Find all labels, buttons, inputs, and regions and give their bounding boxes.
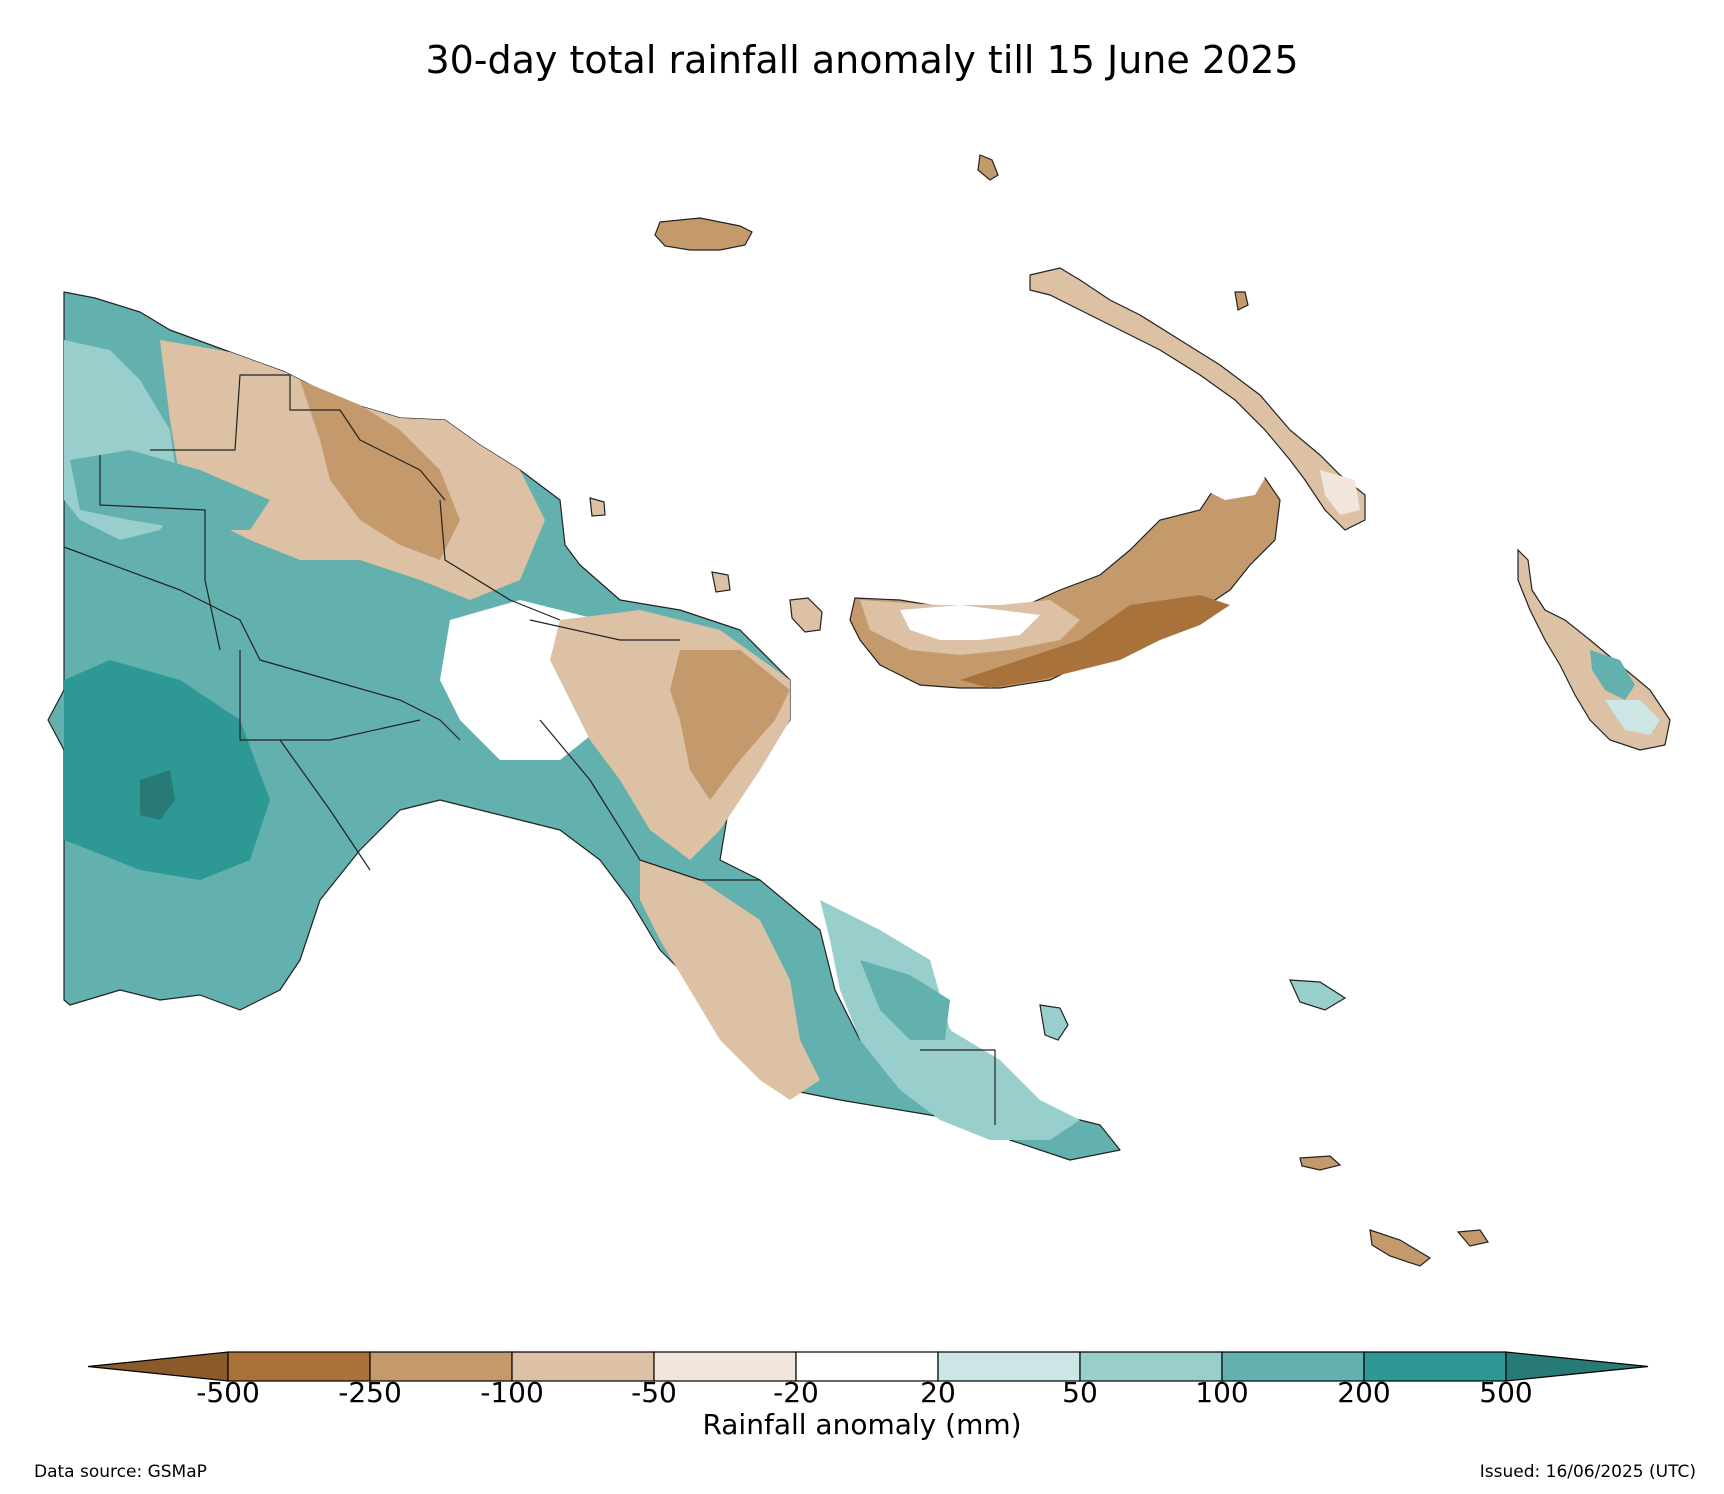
- province-borders: [63, 374, 996, 1125]
- map-title: 30-day total rainfall anomaly till 15 Ju…: [425, 38, 1299, 82]
- colorbar-tick-label: 100: [1195, 1376, 1249, 1409]
- data-source-text: Data source: GSMaP: [34, 1462, 207, 1482]
- woodlark-island: [1299, 1155, 1342, 1171]
- madang-drier: [670, 650, 790, 800]
- western-north-wetter: [70, 450, 270, 530]
- colorbar-segment-50_100: [1079, 1351, 1223, 1382]
- bougainville-wet: [1590, 650, 1635, 700]
- colorbar-tick-label: -500: [196, 1376, 260, 1409]
- colorbar-tick-label: -100: [480, 1376, 544, 1409]
- papua-tail-wet: [820, 900, 1080, 1140]
- trobriand-island: [1289, 979, 1347, 1011]
- new-britain-neutral: [900, 605, 1040, 640]
- colorbar-segment-20_50: [937, 1351, 1081, 1382]
- western-wettest: [140, 770, 175, 820]
- lihir-island: [1234, 291, 1249, 311]
- colorbar-tick-label: -20: [773, 1376, 819, 1409]
- north-coast-drier: [300, 380, 460, 560]
- western-wet-core: [64, 660, 270, 880]
- sudest-island: [1369, 1229, 1432, 1267]
- colorbar-tick-label: 500: [1479, 1376, 1533, 1409]
- new-ireland-light: [1320, 470, 1360, 515]
- colorbar-tick-label: -50: [631, 1376, 677, 1409]
- colorbar-segment--50_-20: [653, 1351, 797, 1382]
- rossel-island: [1456, 1229, 1489, 1247]
- new-ireland: [1029, 267, 1366, 531]
- colorbar-segment--100_-50: [511, 1351, 655, 1382]
- papua-tail-wetter: [860, 960, 950, 1040]
- karkar-island: [589, 497, 606, 517]
- colorbar-label: Rainfall anomaly (mm): [702, 1408, 1022, 1441]
- colorbar-tick-label: 200: [1337, 1376, 1391, 1409]
- goodenough-island: [1039, 1004, 1069, 1041]
- long-island: [789, 597, 823, 633]
- colorbar-tick-label: -250: [338, 1376, 402, 1409]
- colorbar-extend-high: [1505, 1351, 1649, 1382]
- mussau-island: [977, 154, 999, 181]
- colorbar-tick-label: 50: [1062, 1376, 1098, 1409]
- new-britain-dry: [960, 595, 1230, 688]
- colorbar: [87, 1351, 1649, 1382]
- colorbar-tick-label: 20: [920, 1376, 956, 1409]
- landmass-layer: [47, 291, 1121, 1161]
- colorbar-segment--250_-100: [369, 1351, 513, 1382]
- gazelle-neutral: [1200, 465, 1265, 500]
- umboi-island: [711, 571, 731, 593]
- papua-tail-dry: [640, 860, 820, 1100]
- bougainville-lightwet: [1605, 700, 1660, 735]
- colorbar-segment-200_500: [1363, 1351, 1507, 1382]
- colorbar-segment-100_200: [1221, 1351, 1365, 1382]
- manus-island: [654, 217, 753, 251]
- issued-date-text: Issued: 16/06/2025 (UTC): [1479, 1462, 1696, 1482]
